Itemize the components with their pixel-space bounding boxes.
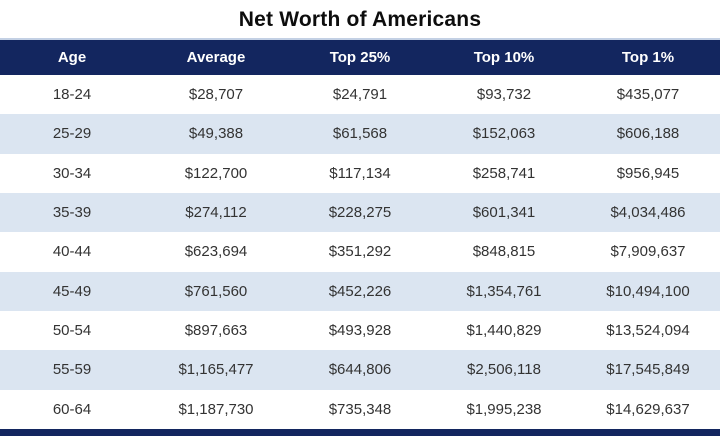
- value-cell: $13,524,094: [606, 322, 690, 340]
- value-cell: $7,909,637: [610, 243, 686, 261]
- age-cell: 18-24: [52, 86, 92, 104]
- value-cell: $623,694: [184, 243, 248, 261]
- value-cell: $452,226: [328, 282, 392, 300]
- value-cell: $351,292: [328, 243, 392, 261]
- value-cell: $761,560: [184, 282, 248, 300]
- age-cell: 25-29: [52, 125, 92, 143]
- table-row: 25-29 $49,388 $61,568 $152,063 $606,188: [0, 114, 720, 154]
- value-cell: $1,165,477: [178, 361, 254, 379]
- age-cell: 30-34: [52, 164, 92, 182]
- value-cell: $152,063: [472, 125, 536, 143]
- table-body: 18-24 $28,707 $24,791 $93,732 $435,077 25-29 $…: [0, 75, 720, 429]
- column-header-top-10-: Top 10%: [473, 49, 535, 66]
- footer-bar: [0, 429, 720, 436]
- value-cell: $435,077: [616, 86, 680, 104]
- table-row: 35-39 $274,112 $228,275 $601,341 $4,034,486: [0, 192, 720, 233]
- value-cell: $848,815: [472, 243, 536, 261]
- value-cell: $14,629,637: [606, 400, 690, 418]
- value-cell: $49,388: [188, 125, 244, 143]
- age-cell: 50-54: [52, 322, 92, 340]
- value-cell: $10,494,100: [606, 282, 690, 300]
- column-header-age: Age: [57, 49, 87, 66]
- age-cell: 45-49: [52, 282, 92, 300]
- value-cell: $897,663: [184, 322, 248, 340]
- value-cell: $1,995,238: [466, 400, 542, 418]
- value-cell: $4,034,486: [610, 204, 686, 222]
- age-cell: 55-59: [52, 361, 92, 379]
- table-header-row: Age Average Top 25% Top 10% Top 1%: [0, 38, 720, 75]
- value-cell: $117,134: [329, 164, 391, 182]
- table-row: 40-44 $623,694 $351,292 $848,815 $7,909,637: [0, 232, 720, 272]
- column-header-top-1-: Top 1%: [621, 49, 675, 66]
- table-row: 55-59 $1,165,477 $644,806 $2,506,118 $17,545…: [0, 350, 720, 390]
- value-cell: $956,945: [616, 164, 680, 182]
- table-row: 18-24 $28,707 $24,791 $93,732 $435,077: [0, 75, 720, 115]
- value-cell: $24,791: [332, 86, 388, 104]
- value-cell: $1,354,761: [466, 282, 542, 300]
- value-cell: $2,506,118: [467, 361, 541, 379]
- value-cell: $493,928: [328, 322, 392, 340]
- value-cell: $601,341: [472, 204, 536, 222]
- age-cell: 35-39: [52, 204, 92, 222]
- value-cell: $1,187,730: [178, 400, 254, 418]
- value-cell: $606,188: [616, 125, 680, 143]
- value-cell: $93,732: [476, 86, 532, 104]
- value-cell: $1,440,829: [466, 322, 542, 340]
- table-row: 45-49 $761,560 $452,226 $1,354,761 $10,494,1…: [0, 271, 720, 311]
- value-cell: $644,806: [328, 361, 392, 379]
- value-cell: $735,348: [328, 400, 392, 418]
- value-cell: $258,741: [472, 164, 536, 182]
- table-row: 30-34 $122,700 $117,134 $258,741 $956,945: [0, 153, 720, 193]
- table-row: 60-64 $1,187,730 $735,348 $1,995,238 $14,629…: [0, 389, 720, 429]
- table-row: 50-54 $897,663 $493,928 $1,440,829 $13,524,0…: [0, 310, 720, 351]
- age-cell: 40-44: [52, 243, 92, 261]
- age-cell: 60-64: [52, 400, 92, 418]
- value-cell: $274,112: [185, 204, 247, 222]
- value-cell: $17,545,849: [606, 361, 690, 379]
- value-cell: $28,707: [188, 86, 244, 104]
- value-cell: $61,568: [332, 125, 388, 143]
- figure-title: Net Worth of Americans: [238, 8, 482, 31]
- value-cell: $228,275: [328, 204, 392, 222]
- column-header-average: Average: [186, 49, 246, 66]
- value-cell: $122,700: [184, 164, 248, 182]
- column-header-top-25-: Top 25%: [329, 49, 391, 66]
